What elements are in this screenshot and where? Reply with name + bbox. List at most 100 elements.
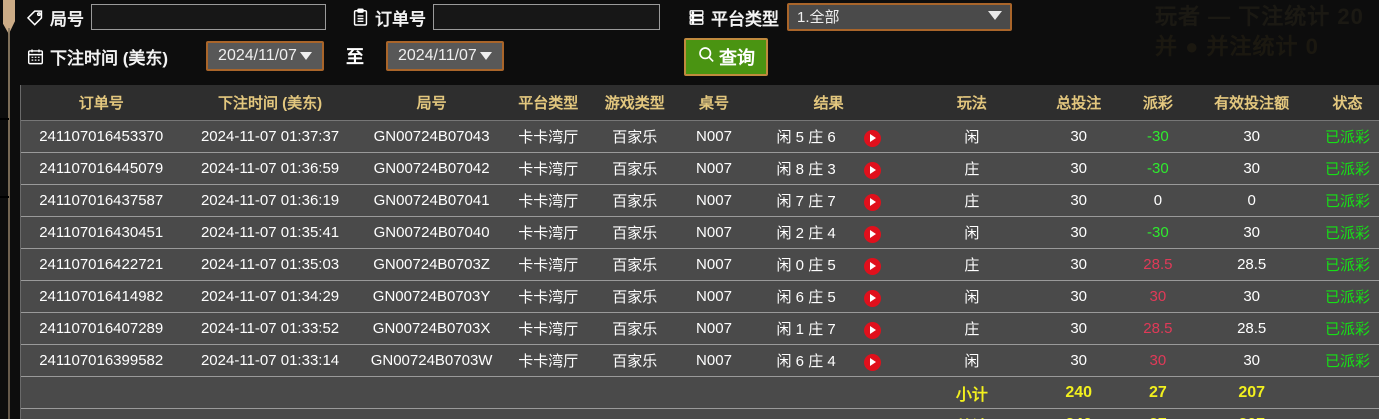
order-no-label-group: 订单号 — [351, 5, 426, 30]
column-header-9[interactable]: 派彩 — [1120, 85, 1196, 121]
table-row[interactable]: 241107016414982 2024-11-07 01:34:29 GN0072… — [21, 280, 1379, 313]
column-header-0[interactable]: 订单号 — [21, 85, 182, 121]
chevron-down-icon — [299, 52, 312, 60]
table-row[interactable]: 241107016422721 2024-11-07 01:35:03 GN0072… — [21, 248, 1379, 281]
date-to-picker[interactable]: 2024/11/07 — [385, 41, 504, 71]
cell-payout: -30 — [1120, 216, 1196, 249]
cell-result[interactable]: 闲 7 庄 7 — [750, 184, 907, 217]
cell-order: 241107016437587 — [21, 184, 182, 217]
column-header-11[interactable]: 状态 — [1307, 85, 1379, 121]
cell-result[interactable]: 闲 6 庄 5 — [750, 280, 907, 313]
clipboard-icon — [351, 8, 370, 27]
table-row[interactable]: 241107016407289 2024-11-07 01:33:52 GN0072… — [21, 312, 1379, 345]
spacer-cell — [21, 408, 907, 419]
order-no-input[interactable] — [433, 4, 660, 30]
table-row[interactable]: 241107016430451 2024-11-07 01:35:41 GN0072… — [21, 216, 1379, 249]
cell-platform: 卡卡湾厅 — [504, 152, 593, 185]
cell-valid: 28.5 — [1195, 312, 1308, 345]
cell-game: 百家乐 — [592, 120, 678, 153]
cell-status: 已派彩 — [1307, 184, 1379, 217]
cell-play: 闲 — [906, 216, 1038, 249]
cell-bet: 30 — [1037, 280, 1121, 313]
cell-play: 庄 — [906, 184, 1038, 217]
play-video-icon[interactable] — [863, 353, 881, 371]
cell-payout: -30 — [1120, 152, 1196, 185]
cell-round: GN00724B0703Y — [358, 280, 505, 313]
cell-platform: 卡卡湾厅 — [504, 120, 593, 153]
date-to-value: 2024/11/07 — [397, 47, 477, 64]
date-from-picker[interactable]: 2024/11/07 — [206, 41, 324, 71]
cell-time: 2024-11-07 01:34:29 — [181, 280, 359, 313]
play-video-icon[interactable] — [863, 257, 881, 275]
cell-table: N007 — [677, 280, 751, 313]
play-video-icon[interactable] — [863, 193, 881, 211]
chevron-down-icon — [479, 52, 492, 60]
cell-time: 2024-11-07 01:35:41 — [181, 216, 359, 249]
cell-bet: 30 — [1037, 184, 1121, 217]
query-button[interactable]: 查询 — [684, 38, 768, 76]
result-text: 闲 6 庄 5 — [776, 289, 836, 306]
play-video-icon[interactable] — [863, 289, 881, 307]
column-header-5[interactable]: 桌号 — [677, 85, 751, 121]
summary-bet: 240 — [1037, 376, 1121, 409]
query-button-label: 查询 — [719, 48, 755, 68]
column-header-8[interactable]: 总投注 — [1037, 85, 1121, 121]
cell-round: GN00724B0703W — [358, 344, 505, 377]
column-header-3[interactable]: 平台类型 — [504, 85, 593, 121]
cell-status: 已派彩 — [1307, 152, 1379, 185]
cell-round: GN00724B0703X — [358, 312, 505, 345]
left-rail — [0, 0, 18, 419]
cell-result[interactable]: 闲 8 庄 3 — [750, 152, 907, 185]
spacer-cell — [1307, 376, 1379, 409]
results-table-container[interactable]: 订单号 下注时间 (美东) 局号 平台类型 游戏类型 桌号 结果 玩法 总投注 派彩 有效投注额 状态… — [20, 85, 1379, 419]
column-header-2[interactable]: 局号 — [358, 85, 505, 121]
play-video-icon[interactable] — [863, 129, 881, 147]
column-header-1[interactable]: 下注时间 (美东) — [181, 85, 359, 121]
cell-result[interactable]: 闲 6 庄 4 — [750, 344, 907, 377]
cell-platform: 卡卡湾厅 — [504, 312, 593, 345]
cell-play: 庄 — [906, 152, 1038, 185]
summary-payout: 27 — [1120, 408, 1196, 419]
cell-order: 241107016414982 — [21, 280, 182, 313]
column-header-10[interactable]: 有效投注额 — [1195, 85, 1308, 121]
round-no-input[interactable] — [91, 4, 326, 30]
cell-valid: 0 — [1195, 184, 1308, 217]
cell-payout: 30 — [1120, 280, 1196, 313]
cell-round: GN00724B0703Z — [358, 248, 505, 281]
cell-result[interactable]: 闲 2 庄 4 — [750, 216, 907, 249]
results-table: 订单号 下注时间 (美东) 局号 平台类型 游戏类型 桌号 结果 玩法 总投注 派彩 有效投注额 状态… — [21, 85, 1379, 419]
play-video-icon[interactable] — [863, 321, 881, 339]
cell-bet: 30 — [1037, 344, 1121, 377]
cell-order: 241107016430451 — [21, 216, 182, 249]
result-text: 闲 6 庄 4 — [776, 353, 836, 370]
filter-row-bottom: 下注时间 (美东) 2024/11/07 至 2024/11/07 — [26, 41, 504, 71]
cell-status: 已派彩 — [1307, 120, 1379, 153]
cell-valid: 30 — [1195, 280, 1308, 313]
server-stack-icon — [687, 8, 706, 27]
cell-valid: 30 — [1195, 120, 1308, 153]
cell-result[interactable]: 闲 5 庄 6 — [750, 120, 907, 153]
cell-round: GN00724B07042 — [358, 152, 505, 185]
platform-label: 平台类型 — [711, 9, 779, 29]
column-header-4[interactable]: 游戏类型 — [592, 85, 678, 121]
cell-game: 百家乐 — [592, 184, 678, 217]
table-row[interactable]: 241107016453370 2024-11-07 01:37:37 GN0072… — [21, 120, 1379, 153]
cell-status: 已派彩 — [1307, 312, 1379, 345]
play-video-icon[interactable] — [863, 161, 881, 179]
platform-select[interactable]: 1.全部 — [787, 3, 1012, 31]
cell-result[interactable]: 闲 1 庄 7 — [750, 312, 907, 345]
cell-result[interactable]: 闲 0 庄 5 — [750, 248, 907, 281]
subtotal-row: 小计 240 27 207 — [21, 376, 1379, 409]
table-row[interactable]: 241107016445079 2024-11-07 01:36:59 GN0072… — [21, 152, 1379, 185]
bookmark-ribbon-icon — [3, 0, 15, 34]
cell-time: 2024-11-07 01:33:14 — [181, 344, 359, 377]
round-no-label-group: 局号 — [26, 5, 84, 30]
table-row[interactable]: 241107016437587 2024-11-07 01:36:19 GN0072… — [21, 184, 1379, 217]
column-header-6[interactable]: 结果 — [750, 85, 907, 121]
table-row[interactable]: 241107016399582 2024-11-07 01:33:14 GN0072… — [21, 344, 1379, 377]
cell-status: 已派彩 — [1307, 248, 1379, 281]
column-header-7[interactable]: 玩法 — [906, 85, 1038, 121]
bettime-label: 下注时间 (美东) — [50, 48, 169, 68]
play-video-icon[interactable] — [863, 225, 881, 243]
cell-order: 241107016453370 — [21, 120, 182, 153]
